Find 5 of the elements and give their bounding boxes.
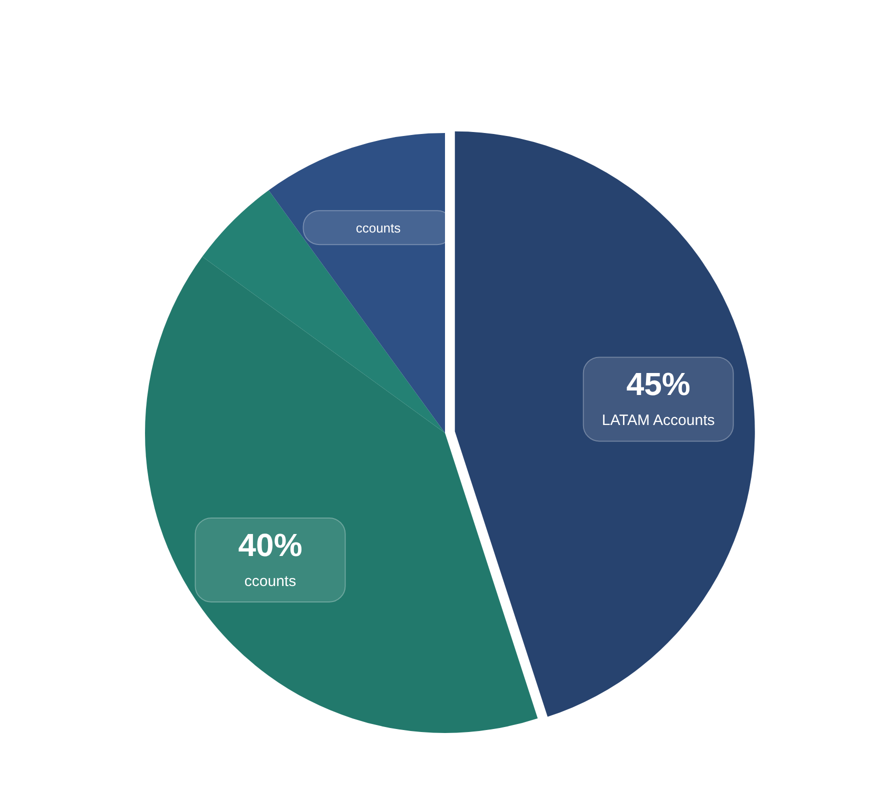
- data-label: 45%: [626, 366, 690, 402]
- data-label: 40%: [238, 526, 302, 563]
- slice-label: ccounts: [356, 220, 402, 236]
- slice-label: ccounts: [244, 572, 296, 590]
- slice-label: LATAM Accounts: [602, 412, 715, 430]
